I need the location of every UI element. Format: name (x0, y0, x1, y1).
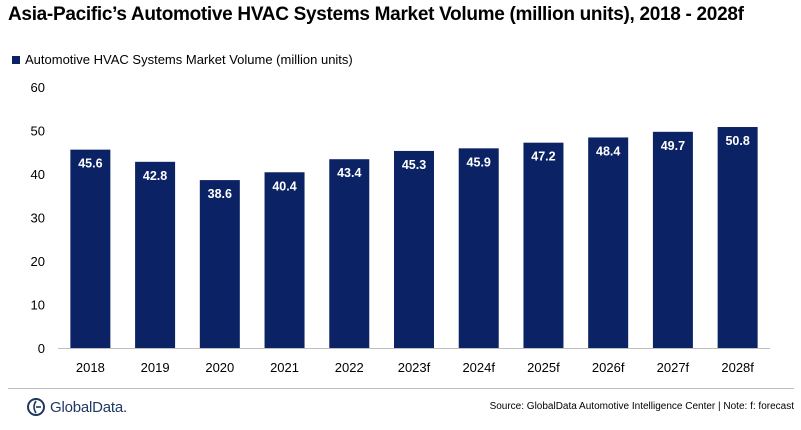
y-tick-label: 50 (31, 124, 45, 139)
x-tick-label: 2021 (270, 360, 299, 375)
x-tick-label: 2024f (462, 360, 495, 375)
logo-text: GlobalData. (50, 398, 128, 416)
bar-data-label: 42.8 (143, 169, 167, 183)
bar-data-label: 43.4 (337, 166, 361, 180)
bar (264, 172, 305, 348)
bar-data-label: 49.7 (661, 139, 685, 153)
x-tick-label: 2018 (76, 360, 105, 375)
y-tick-label: 10 (31, 298, 45, 313)
bar (588, 137, 629, 348)
x-tick-label: 2023f (398, 360, 431, 375)
bar-data-label: 38.6 (208, 187, 232, 201)
bar (458, 148, 499, 348)
bar-data-label: 47.2 (531, 150, 555, 164)
bar (329, 159, 370, 348)
y-tick-label: 0 (38, 341, 45, 356)
bar-data-label: 48.4 (596, 144, 620, 158)
x-tick-label: 2027f (657, 360, 690, 375)
globaldata-globe-icon (27, 398, 45, 416)
x-tick-label: 2026f (592, 360, 625, 375)
y-tick-label: 40 (31, 167, 45, 182)
y-tick-label: 20 (31, 254, 45, 269)
y-tick-label: 30 (31, 211, 45, 226)
x-tick-label: 2028f (721, 360, 754, 375)
bar-data-label: 45.9 (467, 155, 491, 169)
bar (70, 149, 111, 348)
bar-data-label: 45.6 (78, 157, 102, 171)
globaldata-logo: GlobalData. (26, 397, 127, 417)
x-tick-label: 2025f (527, 360, 560, 375)
bar (652, 131, 693, 348)
bar-data-label: 45.3 (402, 158, 426, 172)
x-tick-label: 2019 (141, 360, 170, 375)
legend-swatch (12, 55, 20, 64)
chart-title: Asia-Pacific’s Automotive HVAC Systems M… (8, 4, 744, 25)
x-tick-label: 2022 (335, 360, 364, 375)
x-tick-label: 2020 (205, 360, 234, 375)
bar-data-label: 50.8 (725, 134, 749, 148)
bar (523, 142, 564, 348)
legend: Automotive HVAC Systems Market Volume (m… (12, 52, 353, 67)
y-tick-label: 60 (31, 80, 45, 95)
bar-data-label: 40.4 (272, 179, 296, 193)
source-note: Source: GlobalData Automotive Intelligen… (489, 401, 794, 412)
bar (394, 150, 434, 348)
legend-label: Automotive HVAC Systems Market Volume (m… (25, 52, 353, 67)
bar (199, 180, 240, 348)
bar (135, 161, 176, 348)
bar-chart: 0 10 20 30 40 50 60 45.6 2018 42.8 2019 38.6 2020 40.… (31, 80, 770, 375)
footer-divider (8, 388, 794, 389)
bar (717, 127, 758, 349)
